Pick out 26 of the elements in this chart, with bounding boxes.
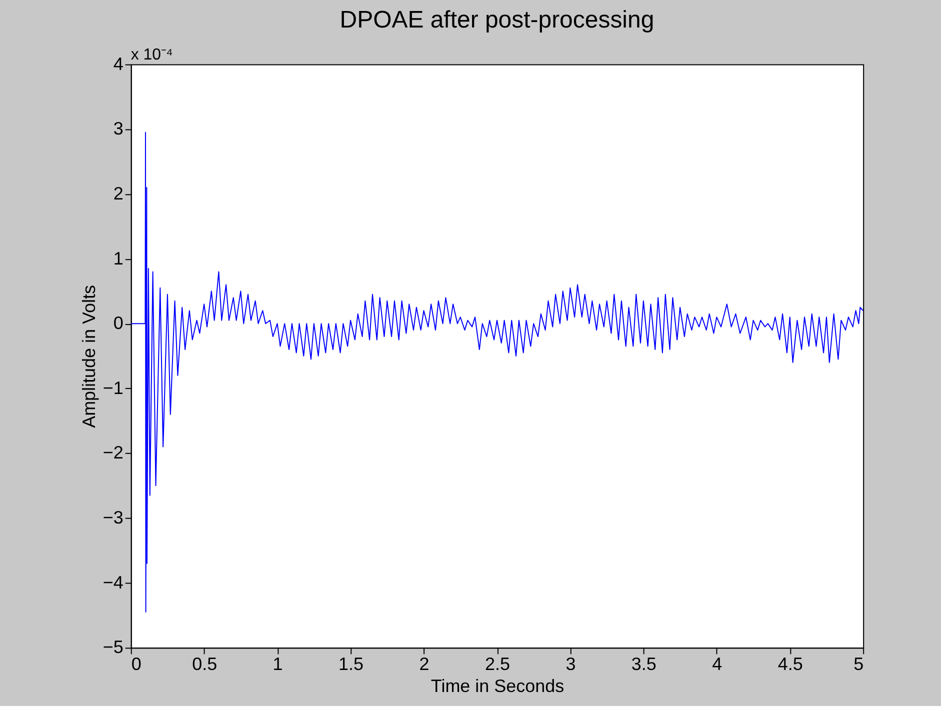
x-tick-label: 2.5 <box>484 654 510 674</box>
y-tick-label: −2 <box>102 442 124 463</box>
x-tick-label: 2 <box>419 654 430 674</box>
y-tick-label: 2 <box>113 183 124 204</box>
y-tick-label: 4 <box>113 54 124 74</box>
y-tick-label: −1 <box>102 378 124 398</box>
y-tick-label: 1 <box>113 248 124 268</box>
y-tick-label: 0 <box>113 313 124 334</box>
x-axis-title: Time in Seconds <box>430 676 564 696</box>
line-series <box>130 132 864 613</box>
x-tick-label: 0.5 <box>192 654 218 674</box>
x-tick-label: 3 <box>566 654 576 674</box>
x-tick-label: 1 <box>272 654 283 674</box>
y-tick-label: 3 <box>113 118 124 139</box>
text: x 10⁻⁴ <box>130 46 174 64</box>
y-tick-label: −3 <box>102 508 124 528</box>
x-tick-label: 4 <box>712 654 722 674</box>
chart-title: DPOAE after post-processing <box>340 6 654 34</box>
y-axis-title: Amplitude in Volts <box>78 285 99 428</box>
x-tick-label: 1.5 <box>338 654 364 674</box>
x-tick-label: 0 <box>131 654 142 674</box>
x-tick-label: 5 <box>854 654 864 674</box>
x-tick-label: 3.5 <box>631 654 656 674</box>
x-tick-label: 4.5 <box>778 654 803 674</box>
y-tick-label: −4 <box>102 572 124 592</box>
y-tick-label: −5 <box>102 637 124 658</box>
